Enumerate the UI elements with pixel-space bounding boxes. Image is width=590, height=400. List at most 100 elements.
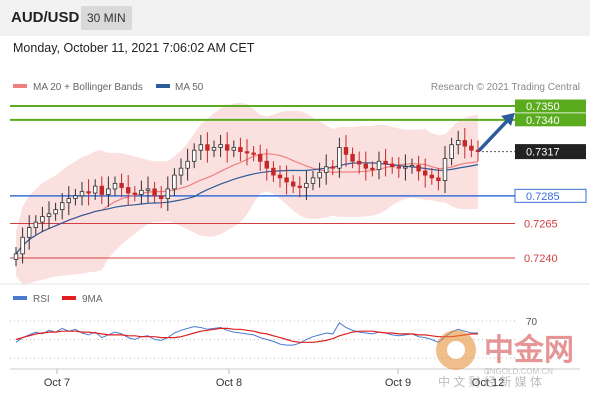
bollinger-band-fill [16, 102, 478, 285]
candle-body [396, 166, 402, 169]
candle-body [13, 253, 19, 260]
bollinger-legend-label: MA 20 + Bollinger Bands [33, 82, 143, 93]
candle-body [284, 177, 289, 183]
candle-body [40, 216, 45, 223]
candle-body [436, 177, 441, 182]
candle-body [132, 192, 138, 195]
candle-body [297, 185, 303, 188]
candle-body [304, 182, 309, 188]
resistance-label: 0.7350 [526, 101, 560, 113]
candle-body [376, 160, 382, 170]
x-tick-label: Oct 12 [472, 377, 504, 389]
rsi-level-label: 70 [526, 317, 538, 328]
candle-body [330, 166, 336, 169]
forecast-arrow [478, 112, 515, 152]
ma9-legend-label: 9MA [82, 294, 103, 305]
watermark-logo: 中金网 CNGOLD.COM.CN 中 文 财 经 新 媒 体 [436, 330, 574, 389]
price-labels: 0.7350 0.7340 0.7317 0.7285 0.7265 0.7240 [514, 99, 587, 265]
rsi-legend-label: RSI [33, 294, 50, 305]
bollinger-bands [16, 102, 478, 285]
x-tick-label: Oct 9 [385, 377, 411, 389]
candle-body [172, 174, 177, 190]
candle-body [46, 213, 52, 217]
watermark-url: CNGOLD.COM.CN [484, 367, 553, 376]
resistance-label: 0.7340 [526, 115, 560, 127]
candle-body [363, 163, 369, 169]
candle-body [455, 140, 461, 146]
ma50-line [15, 162, 479, 255]
currency-pair-title: AUD/USD [11, 9, 80, 26]
candle-body [152, 188, 157, 197]
candle-body [337, 147, 342, 169]
resistance-label-box [515, 99, 586, 113]
candle-body [86, 191, 91, 194]
support-label: 0.7265 [524, 218, 558, 230]
candle-body [317, 171, 322, 179]
candle-body [125, 187, 131, 194]
candle-body [191, 149, 197, 162]
forecast-arrow-shaft [478, 117, 511, 152]
candle-body [290, 181, 296, 187]
candle-body [383, 160, 388, 165]
price-levels [10, 105, 515, 259]
x-axis: Oct 7 Oct 8 Oct 9 Oct 12 [44, 369, 504, 389]
x-tick-label: Oct 8 [216, 377, 242, 389]
candle-body [33, 221, 39, 228]
current-price-box [515, 144, 586, 160]
candle-body [53, 209, 58, 215]
candle-body [462, 140, 468, 147]
bollinger-legend-swatch [13, 84, 27, 88]
ma9-legend-swatch [62, 296, 76, 300]
candle-body [145, 188, 151, 191]
candle-body [211, 147, 217, 151]
ma50-legend-label: MA 50 [175, 82, 204, 93]
watermark-text: 中金网 [484, 333, 574, 367]
watermark-emblem-inner [447, 341, 465, 359]
forecast-arrow-head [501, 112, 515, 126]
candle-body [403, 166, 408, 169]
copyright-label: Research © 2021 Trading Central [431, 82, 580, 93]
candle-body [119, 182, 124, 188]
candle-body [370, 167, 375, 170]
candle-body [73, 195, 78, 199]
candle-body [66, 198, 72, 204]
timeframe-badge[interactable]: 30 MIN [81, 6, 132, 30]
rsi-ma9-line [15, 327, 478, 343]
header-bar: AUD/USD 30 MIN [0, 0, 590, 36]
ma50-legend-swatch [156, 84, 170, 88]
candle-body [106, 188, 111, 195]
candle-body [442, 158, 448, 182]
candle-body [205, 144, 210, 151]
candle-body [271, 167, 276, 176]
candle-body [469, 145, 474, 151]
candle-body [59, 202, 65, 211]
rsi-legend-swatch [13, 296, 27, 300]
candle-body [112, 182, 118, 190]
pivot-label-box [514, 188, 587, 203]
pivot-label: 0.7285 [526, 191, 560, 203]
candle-body [350, 153, 355, 162]
candle-body [310, 177, 316, 184]
watermark-subtitle: 中 文 财 经 新 媒 体 [438, 374, 542, 389]
candle-body [79, 191, 85, 197]
support-label: 0.7240 [524, 253, 558, 265]
candle-body [429, 174, 435, 179]
candle-body [323, 166, 329, 173]
candle-body [356, 160, 362, 165]
candle-body [389, 163, 395, 168]
candle-body [409, 165, 415, 168]
candle-body [178, 167, 184, 176]
candle-body [277, 174, 283, 179]
candle-body [198, 144, 204, 151]
candle-body [139, 189, 144, 195]
resistance-label-box [515, 113, 586, 127]
candle-body [218, 144, 223, 148]
candle-body [224, 144, 230, 151]
candle-body [257, 153, 263, 162]
x-tick-label: Oct 7 [44, 377, 70, 389]
candle-body [449, 144, 454, 159]
candle-body [238, 147, 243, 152]
timestamp-label: Monday, October 11, 2021 7:06:02 AM CET [13, 41, 255, 55]
